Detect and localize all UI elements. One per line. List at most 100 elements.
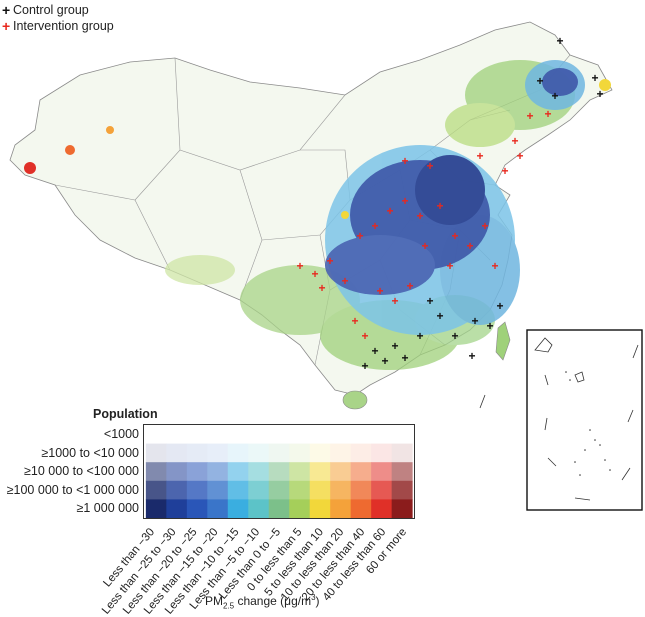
intervention-marker-icon: +	[2, 18, 11, 34]
svg-text:+: +	[476, 149, 483, 163]
xlabel-rest: change (μg/m	[234, 594, 312, 608]
legend-cell	[268, 425, 290, 445]
legend-cell	[371, 480, 393, 500]
bivariate-color-grid	[143, 424, 415, 519]
legend-cell	[145, 499, 167, 518]
legend-cell	[350, 443, 372, 463]
svg-text:+: +	[511, 134, 518, 148]
legend-cell	[309, 425, 331, 445]
legend-cell	[330, 499, 352, 518]
svg-text:+: +	[436, 199, 443, 213]
svg-text:+: +	[351, 314, 358, 328]
legend-cell	[391, 499, 413, 518]
legend-cell	[371, 425, 393, 445]
legend-control-label: Control group	[13, 3, 89, 17]
marker-legend: + Control group + Intervention group	[2, 2, 114, 34]
svg-text:+: +	[451, 229, 458, 243]
svg-text:+: +	[426, 159, 433, 173]
legend-cell	[166, 499, 188, 518]
legend-cell	[391, 462, 413, 482]
legend-cell	[227, 499, 249, 518]
legend-cell	[186, 499, 208, 518]
svg-text:+: +	[536, 74, 543, 88]
pm25-large-decrease-areas	[325, 68, 578, 295]
legend-cell	[166, 480, 188, 500]
xlabel-sub: 2.5	[223, 601, 235, 611]
legend-cell	[207, 462, 229, 482]
legend-cell	[207, 425, 229, 445]
intervention-group-markers: +++ +++ +++ +++ +++ +++ +++ +++ ++ + + ++	[296, 107, 551, 343]
legend-cell	[166, 443, 188, 463]
legend-cell	[145, 443, 167, 463]
legend-cell	[145, 480, 167, 500]
legend-cell	[289, 462, 311, 482]
legend-cell	[186, 480, 208, 500]
south-china-sea-inset	[526, 329, 643, 511]
legend-cell	[145, 425, 167, 445]
legend-cell	[350, 480, 372, 500]
legend-cell	[227, 425, 249, 445]
legend-cell	[268, 443, 290, 463]
legend-cell	[391, 443, 413, 463]
svg-text:+: +	[361, 359, 368, 373]
svg-text:+: +	[401, 351, 408, 365]
legend-intervention-label: Intervention group	[13, 19, 114, 33]
svg-text:+: +	[526, 109, 533, 123]
svg-text:+: +	[591, 71, 598, 85]
legend-cell	[289, 443, 311, 463]
legend-cell	[330, 425, 352, 445]
svg-text:+: +	[596, 87, 603, 101]
legend-cell	[391, 425, 413, 445]
population-row-label: <1000	[103, 427, 139, 441]
svg-text:+: +	[496, 299, 503, 313]
svg-text:+: +	[296, 259, 303, 273]
legend-cell	[371, 462, 393, 482]
svg-text:+: +	[501, 164, 508, 178]
legend-cell	[268, 499, 290, 518]
svg-text:+: +	[381, 354, 388, 368]
population-row-label: ≥1000 to <10 000	[41, 445, 139, 460]
svg-text:+: +	[491, 259, 498, 273]
legend-cell	[350, 425, 372, 445]
svg-text:+: +	[551, 89, 558, 103]
legend-cell	[309, 480, 331, 500]
svg-text:+: +	[481, 219, 488, 233]
svg-text:+: +	[421, 239, 428, 253]
taiwan-island	[495, 321, 511, 361]
population-row-label: ≥1 000 000	[76, 501, 139, 516]
population-row-label: ≥100 000 to <1 000 000	[6, 482, 139, 497]
legend-cell	[248, 480, 270, 500]
svg-text:+: +	[361, 329, 368, 343]
legend-cell	[248, 462, 270, 482]
legend-cell	[186, 425, 208, 445]
legend-cell	[309, 462, 331, 482]
control-group-markers: +++ +++ +++ + ++ +++ +++	[361, 34, 603, 373]
legend-cell	[166, 462, 188, 482]
svg-text:+: +	[318, 281, 325, 295]
svg-text:+: +	[486, 319, 493, 333]
pm25-increase-hotspots	[24, 79, 611, 219]
svg-text:+: +	[391, 294, 398, 308]
svg-text:+: +	[371, 344, 378, 358]
svg-text:+: +	[376, 284, 383, 298]
svg-text:+: +	[466, 239, 473, 253]
legend-cell	[350, 499, 372, 518]
legend-cell	[248, 443, 270, 463]
population-legend-title: Population	[93, 407, 158, 421]
svg-text:+: +	[401, 154, 408, 168]
legend-cell	[371, 499, 393, 518]
legend-cell	[391, 480, 413, 500]
control-marker-icon: +	[2, 2, 11, 18]
legend-cell	[227, 462, 249, 482]
legend-cell	[289, 480, 311, 500]
legend-cell	[268, 462, 290, 482]
svg-text:+: +	[311, 267, 318, 281]
island-strokes	[479, 394, 486, 409]
pm25-axis-label: PM2.5 change (μg/m3)	[205, 593, 320, 610]
legend-cell	[186, 462, 208, 482]
legend-cell	[248, 425, 270, 445]
legend-cell	[207, 480, 229, 500]
population-labels: <1000 ≥1000 to <10 000 ≥10 000 to <100 000…	[0, 425, 139, 518]
svg-text:+: +	[406, 279, 413, 293]
